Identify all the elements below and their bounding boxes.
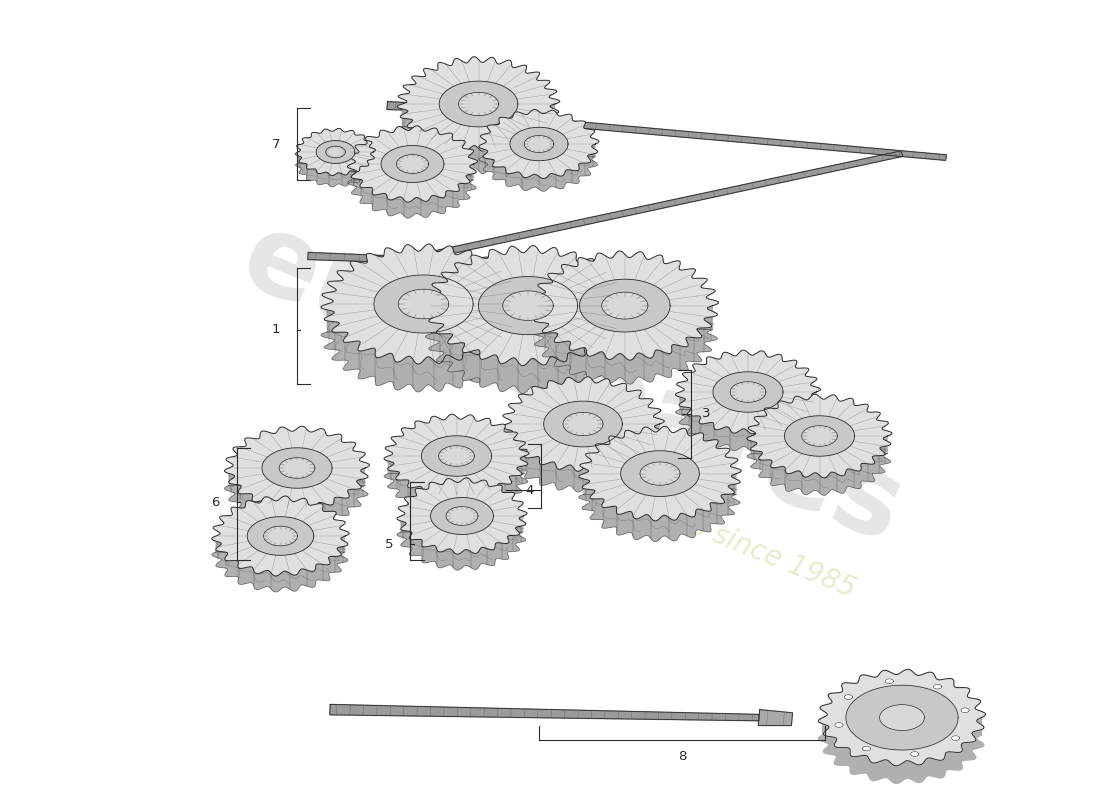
Polygon shape [531,251,718,360]
Polygon shape [675,350,821,434]
Polygon shape [397,57,560,151]
Polygon shape [321,304,525,392]
Polygon shape [478,110,600,178]
Polygon shape [525,135,553,153]
Polygon shape [880,705,924,730]
Text: 7: 7 [272,138,280,150]
Polygon shape [381,146,444,182]
Polygon shape [835,722,843,727]
Polygon shape [262,448,332,488]
Polygon shape [326,146,345,158]
Polygon shape [224,468,368,527]
Polygon shape [934,684,942,689]
Polygon shape [747,394,892,478]
Polygon shape [430,498,494,534]
Polygon shape [580,279,670,332]
Text: 8: 8 [678,750,686,762]
Polygon shape [730,382,766,402]
Polygon shape [784,416,855,456]
Polygon shape [640,462,680,486]
Polygon shape [384,456,528,515]
Text: 5: 5 [385,538,394,550]
Polygon shape [459,92,498,116]
Text: 6: 6 [211,496,220,509]
Polygon shape [579,474,740,542]
Polygon shape [845,694,853,699]
Text: 3: 3 [702,407,711,420]
Polygon shape [478,144,597,191]
Polygon shape [802,426,837,446]
Polygon shape [675,392,820,451]
Polygon shape [961,708,969,713]
Polygon shape [384,414,529,498]
Polygon shape [212,496,350,576]
Polygon shape [426,246,630,366]
Polygon shape [308,253,396,262]
Polygon shape [502,424,663,492]
Polygon shape [374,275,473,333]
Polygon shape [911,752,918,756]
Polygon shape [395,151,903,266]
Polygon shape [439,81,518,127]
Text: a passion for parts since 1985: a passion for parts since 1985 [460,421,860,603]
Polygon shape [602,292,648,319]
Polygon shape [398,290,449,318]
Polygon shape [330,705,759,721]
Polygon shape [446,506,478,526]
Polygon shape [620,450,700,497]
Polygon shape [846,686,958,750]
Polygon shape [321,244,526,364]
Polygon shape [296,128,375,176]
Polygon shape [397,104,559,174]
Polygon shape [543,401,623,447]
Polygon shape [397,516,526,570]
Polygon shape [387,102,451,111]
Polygon shape [531,306,717,384]
Text: eurospares: eurospares [227,202,917,566]
Polygon shape [397,478,527,554]
Polygon shape [396,154,429,174]
Polygon shape [348,164,476,218]
Polygon shape [426,306,629,394]
Polygon shape [224,426,370,510]
Polygon shape [279,458,315,478]
Polygon shape [471,112,946,160]
Polygon shape [211,536,348,592]
Polygon shape [478,277,578,334]
Polygon shape [502,377,664,471]
Polygon shape [886,679,893,683]
Polygon shape [579,426,741,521]
Polygon shape [296,152,374,187]
Polygon shape [439,446,474,466]
Polygon shape [510,127,568,161]
Text: 4: 4 [526,484,535,497]
Polygon shape [758,710,793,726]
Polygon shape [747,436,891,495]
Polygon shape [316,141,355,163]
Polygon shape [818,670,986,766]
Polygon shape [713,372,783,412]
Polygon shape [952,736,959,741]
Polygon shape [348,126,477,202]
Polygon shape [248,517,314,555]
Polygon shape [818,718,983,783]
Polygon shape [264,526,297,546]
Polygon shape [503,291,553,320]
Text: 1: 1 [272,323,280,336]
Polygon shape [563,412,603,436]
Polygon shape [862,746,870,751]
Polygon shape [421,436,492,476]
